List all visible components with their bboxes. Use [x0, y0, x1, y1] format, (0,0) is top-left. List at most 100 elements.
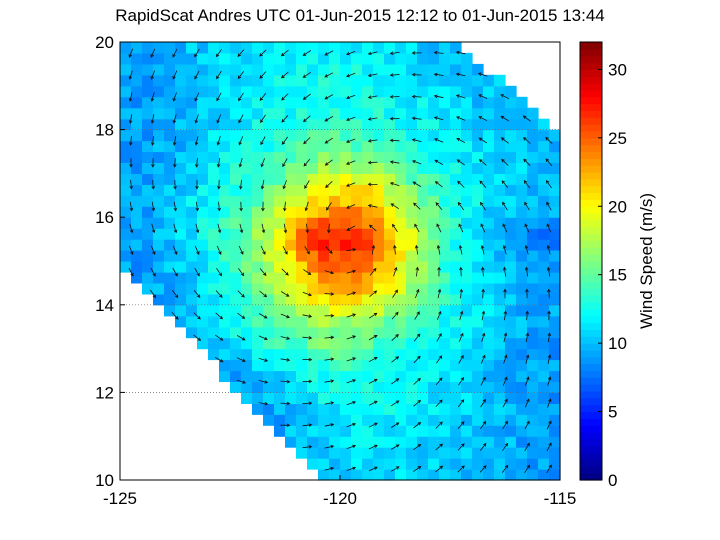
heatmap-cell: [384, 282, 396, 295]
heatmap-cell: [417, 151, 429, 163]
heatmap-cell: [142, 195, 154, 207]
wind-arrow: [459, 288, 464, 299]
heatmap-cell: [406, 272, 418, 284]
heatmap-cell: [318, 304, 330, 317]
heatmap-cell: [527, 140, 539, 153]
heatmap-cell: [175, 315, 187, 328]
heatmap-cell: [472, 151, 484, 163]
heatmap-cell: [395, 85, 407, 98]
heatmap-cell: [208, 326, 220, 339]
heatmap-cell: [263, 151, 275, 163]
heatmap-cell: [274, 337, 286, 350]
heatmap-cell: [406, 140, 418, 153]
wind-arrow: [434, 138, 444, 143]
heatmap-cell: [153, 184, 165, 196]
heatmap-cell: [274, 74, 286, 87]
heatmap-cell: [208, 173, 220, 185]
heatmap-cell: [296, 151, 308, 163]
heatmap-cell: [373, 151, 385, 163]
heatmap-cell: [340, 96, 352, 109]
heatmap-cell: [384, 447, 396, 459]
heatmap-cell: [241, 282, 253, 295]
heatmap-cell: [307, 217, 319, 229]
heatmap-cell: [439, 85, 451, 98]
wind-arrow: [324, 116, 334, 122]
heatmap-cell: [439, 315, 451, 328]
wind-arrow: [237, 290, 245, 298]
heatmap-cell: [527, 250, 539, 262]
heatmap-cell: [153, 261, 165, 273]
heatmap-cell: [318, 447, 330, 459]
wind-arrow: [346, 444, 357, 449]
heatmap-cell: [384, 118, 396, 131]
heatmap-cell: [483, 206, 495, 218]
heatmap-cell: [208, 261, 220, 273]
heatmap-cell: [120, 107, 132, 120]
heatmap-cell: [538, 118, 550, 131]
heatmap-cell: [417, 447, 429, 459]
wind-arrow: [523, 180, 531, 189]
heatmap-cell: [384, 107, 396, 120]
heatmap-cell: [527, 151, 539, 163]
heatmap-cell: [461, 206, 473, 218]
heatmap-cell: [241, 184, 253, 196]
heatmap-cell: [307, 436, 319, 448]
heatmap-cell: [450, 118, 462, 131]
heatmap-cell: [483, 129, 495, 142]
heatmap-cell: [527, 162, 539, 174]
wind-arrow: [458, 223, 464, 233]
heatmap-cell: [230, 96, 242, 109]
heatmap-cell: [472, 96, 484, 109]
wind-arrow: [346, 335, 357, 340]
heatmap-cell: [307, 96, 319, 109]
heatmap-cell: [340, 228, 352, 240]
heatmap-cell: [527, 326, 539, 339]
heatmap-cell: [384, 63, 396, 76]
heatmap-cell: [219, 293, 231, 306]
heatmap-cell: [274, 359, 286, 372]
heatmap-cell: [329, 96, 341, 109]
heatmap-cell: [186, 118, 198, 131]
heatmap-cell: [318, 359, 330, 372]
heatmap-cell: [395, 469, 407, 481]
heatmap-cell: [439, 250, 451, 262]
heatmap-cell: [164, 239, 176, 251]
heatmap-cell: [274, 96, 286, 109]
heatmap-cell: [516, 293, 528, 306]
heatmap-cell: [307, 282, 319, 295]
wind-arrow: [236, 335, 246, 341]
heatmap-cell: [208, 206, 220, 218]
heatmap-cell: [483, 140, 495, 153]
wind-arrow: [172, 70, 178, 80]
heatmap-cell: [417, 326, 429, 339]
colorbar-segment: [580, 391, 602, 399]
heatmap-cell: [296, 326, 308, 339]
heatmap-cell: [219, 140, 231, 153]
heatmap-cell: [450, 447, 462, 459]
wind-arrow: [151, 201, 156, 212]
heatmap-cell: [395, 239, 407, 251]
heatmap-cell: [494, 282, 506, 295]
heatmap-cell: [263, 85, 275, 98]
heatmap-cell: [219, 337, 231, 350]
colorbar-segment: [580, 350, 602, 358]
heatmap-cell: [450, 282, 462, 295]
y-tick-label: 18: [95, 121, 114, 140]
heatmap-cell: [252, 162, 264, 174]
heatmap-cell: [142, 250, 154, 262]
heatmap-cell: [142, 184, 154, 196]
wind-arrow: [389, 182, 400, 187]
heatmap-cell: [340, 447, 352, 459]
heatmap-cell: [483, 469, 495, 481]
heatmap-cell: [450, 173, 462, 185]
wind-arrow: [368, 224, 377, 232]
heatmap-cell: [461, 107, 473, 120]
heatmap-cell: [241, 52, 253, 65]
heatmap-cell: [439, 195, 451, 207]
colorbar-tick-label: 30: [608, 60, 627, 79]
heatmap-cell: [373, 162, 385, 174]
heatmap-cell: [120, 162, 132, 174]
heatmap-cell: [505, 403, 517, 415]
heatmap-cell: [296, 250, 308, 262]
heatmap-cell: [274, 63, 286, 76]
